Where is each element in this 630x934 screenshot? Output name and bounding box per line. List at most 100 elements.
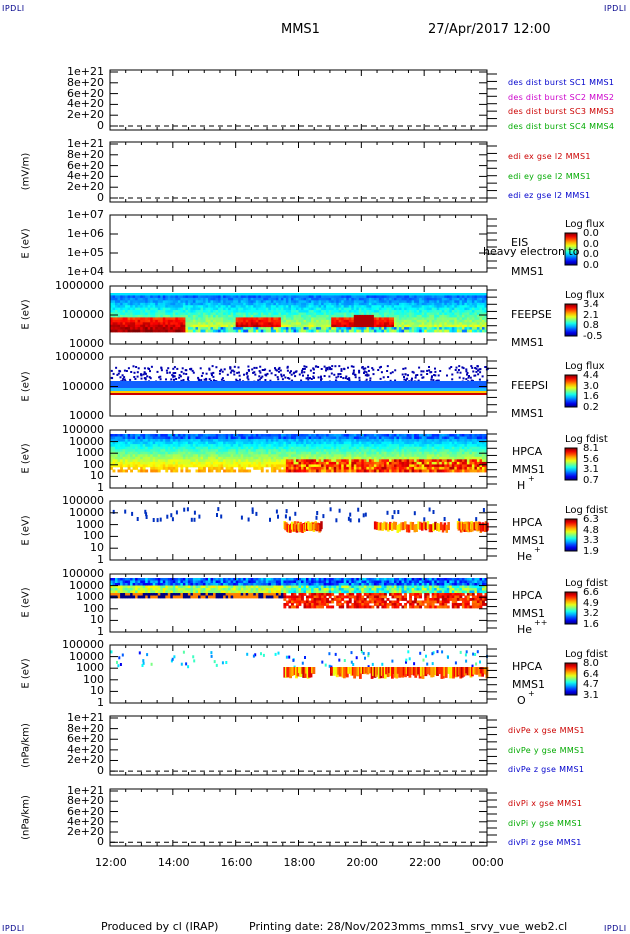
colorbar-title: Log fdist [565,434,608,445]
y-tick-label: 1 [97,625,104,638]
y-tick-label: 100000 [62,379,104,393]
colorbar [564,232,578,266]
species-charge-label: ++ [534,618,548,627]
colorbar-value: 0.0 [583,260,599,271]
legend-entry: des dist burst SC1 MMS1 [508,78,615,87]
y-tick-label: 6e+20 [67,86,104,100]
x-tick-label: 14:00 [157,856,190,869]
species-label: H [517,479,526,492]
colorbar-value: 4.4 [583,370,599,381]
species-label: He [517,550,533,563]
instrument-label: HPCA [512,589,543,602]
y-tick-label: 100 [83,529,104,543]
x-tick-label: 20:00 [346,856,379,869]
colorbar-value: 4.7 [583,679,599,691]
species-charge-label: + [528,689,535,698]
y-tick-label: 0 [97,119,104,132]
instrument-label: FEEPSE [511,308,552,321]
y-tick-label: 1 [97,553,104,566]
colorbar-value: 0.7 [583,475,599,486]
hpca-o-spectrogram [110,650,489,679]
species-charge-label: + [534,545,541,554]
species-charge-label: + [528,474,535,483]
y-axis-label: E (eV) [20,587,32,618]
y-tick-label: 1e+07 [67,208,104,221]
colorbar [564,447,578,481]
y-tick-label: 10000 [69,337,104,350]
y-axis-label: E (eV) [20,658,32,689]
colorbar-value: 4.9 [583,597,599,609]
y-tick-label: 10000 [69,434,104,448]
y-tick-label: 1 [97,481,104,494]
datetime-title: 27/Apr/2017 12:00 [428,22,551,37]
colorbar-value: 0.2 [583,402,599,413]
colorbar-value: 0.0 [583,238,599,250]
colorbar-value: 3.4 [583,299,599,310]
x-tick-label: 00:00 [472,856,504,869]
colorbar-value: 1.6 [583,391,599,403]
panel-frame [109,214,488,273]
y-tick-label: 1e+05 [67,246,104,259]
y-tick-label: 4e+20 [67,97,104,111]
y-tick-label: 100000 [62,494,104,507]
colorbar-title: Log flux [565,219,605,230]
feepsi-spectrogram [110,365,489,395]
y-tick-label: 1 [97,696,104,709]
y-tick-label: 100 [83,672,104,686]
y-tick-label: 4e+20 [67,814,104,828]
colorbar-value: 1.6 [583,619,599,630]
x-tick-label: 18:00 [283,856,316,869]
y-tick-label: 2e+20 [67,825,104,839]
colorbar-value: 0.8 [583,320,599,332]
y-axis-label: E (eV) [20,443,32,474]
colorbar [564,518,578,552]
y-tick-label: 8e+20 [67,75,104,89]
y-tick-label: 4e+20 [67,169,104,183]
colorbar-value: 0.0 [583,228,599,239]
x-tick-label: 12:00 [95,856,127,869]
colorbar [564,374,578,408]
spacecraft-title: MMS1 [281,22,320,37]
y-axis-label: E (eV) [20,514,32,546]
colorbar-value: 3.3 [583,535,599,547]
colorbar-value: 3.2 [583,608,599,620]
colorbar-title: Log flux [565,290,605,301]
colorbar-value: 4.8 [583,524,599,536]
legend-entry: edi ez gse l2 MMS1 [508,191,591,200]
corner-label-tr: IPDLI [604,4,627,13]
legend-entry: divPi x gse MMS1 [508,799,583,808]
spacecraft-label: MMS1 [511,407,544,420]
panel-frame [109,141,488,203]
corner-label-bl: IPDLI [2,924,25,933]
feepse-spectrogram [110,293,488,333]
y-axis-label: E (eV) [20,299,32,330]
colorbar-value: 3.1 [583,690,599,701]
spacecraft-label: MMS1 [512,607,545,620]
colorbar-value: 6.6 [583,587,599,598]
colorbar-title: Log fdist [565,578,608,589]
y-tick-label: 100 [83,457,104,471]
y-tick-label: 10000 [69,505,104,519]
y-tick-label: 4e+20 [67,742,104,756]
colorbar-title: Log flux [565,361,605,372]
legend-entry: divPi z gse MMS1 [508,838,582,847]
y-axis-label: (nPa/km) [20,794,32,840]
y-tick-label: 2e+20 [67,753,104,767]
legend-entry: divPe z gse MMS1 [508,765,585,774]
legend-entry: divPe x gse MMS1 [508,726,585,735]
y-tick-label: 1e+21 [67,137,104,150]
y-tick-label: 1000000 [55,350,104,363]
y-tick-label: 1000 [76,517,104,531]
colorbar-value: 3.0 [583,380,599,392]
spacecraft-label: MMS1 [512,678,545,691]
panel-frame [109,788,488,847]
legend-entry: divPe y gse MMS1 [508,745,585,755]
colorbar-value: 2.1 [583,309,599,321]
spacecraft-label: MMS1 [512,534,545,547]
colorbar-value: -0.5 [583,331,603,342]
y-tick-label: 10 [90,684,104,698]
y-tick-label: 0 [97,191,104,204]
colorbar [564,591,578,625]
spacecraft-label: MMS1 [511,265,544,278]
species-label: He [517,623,533,636]
